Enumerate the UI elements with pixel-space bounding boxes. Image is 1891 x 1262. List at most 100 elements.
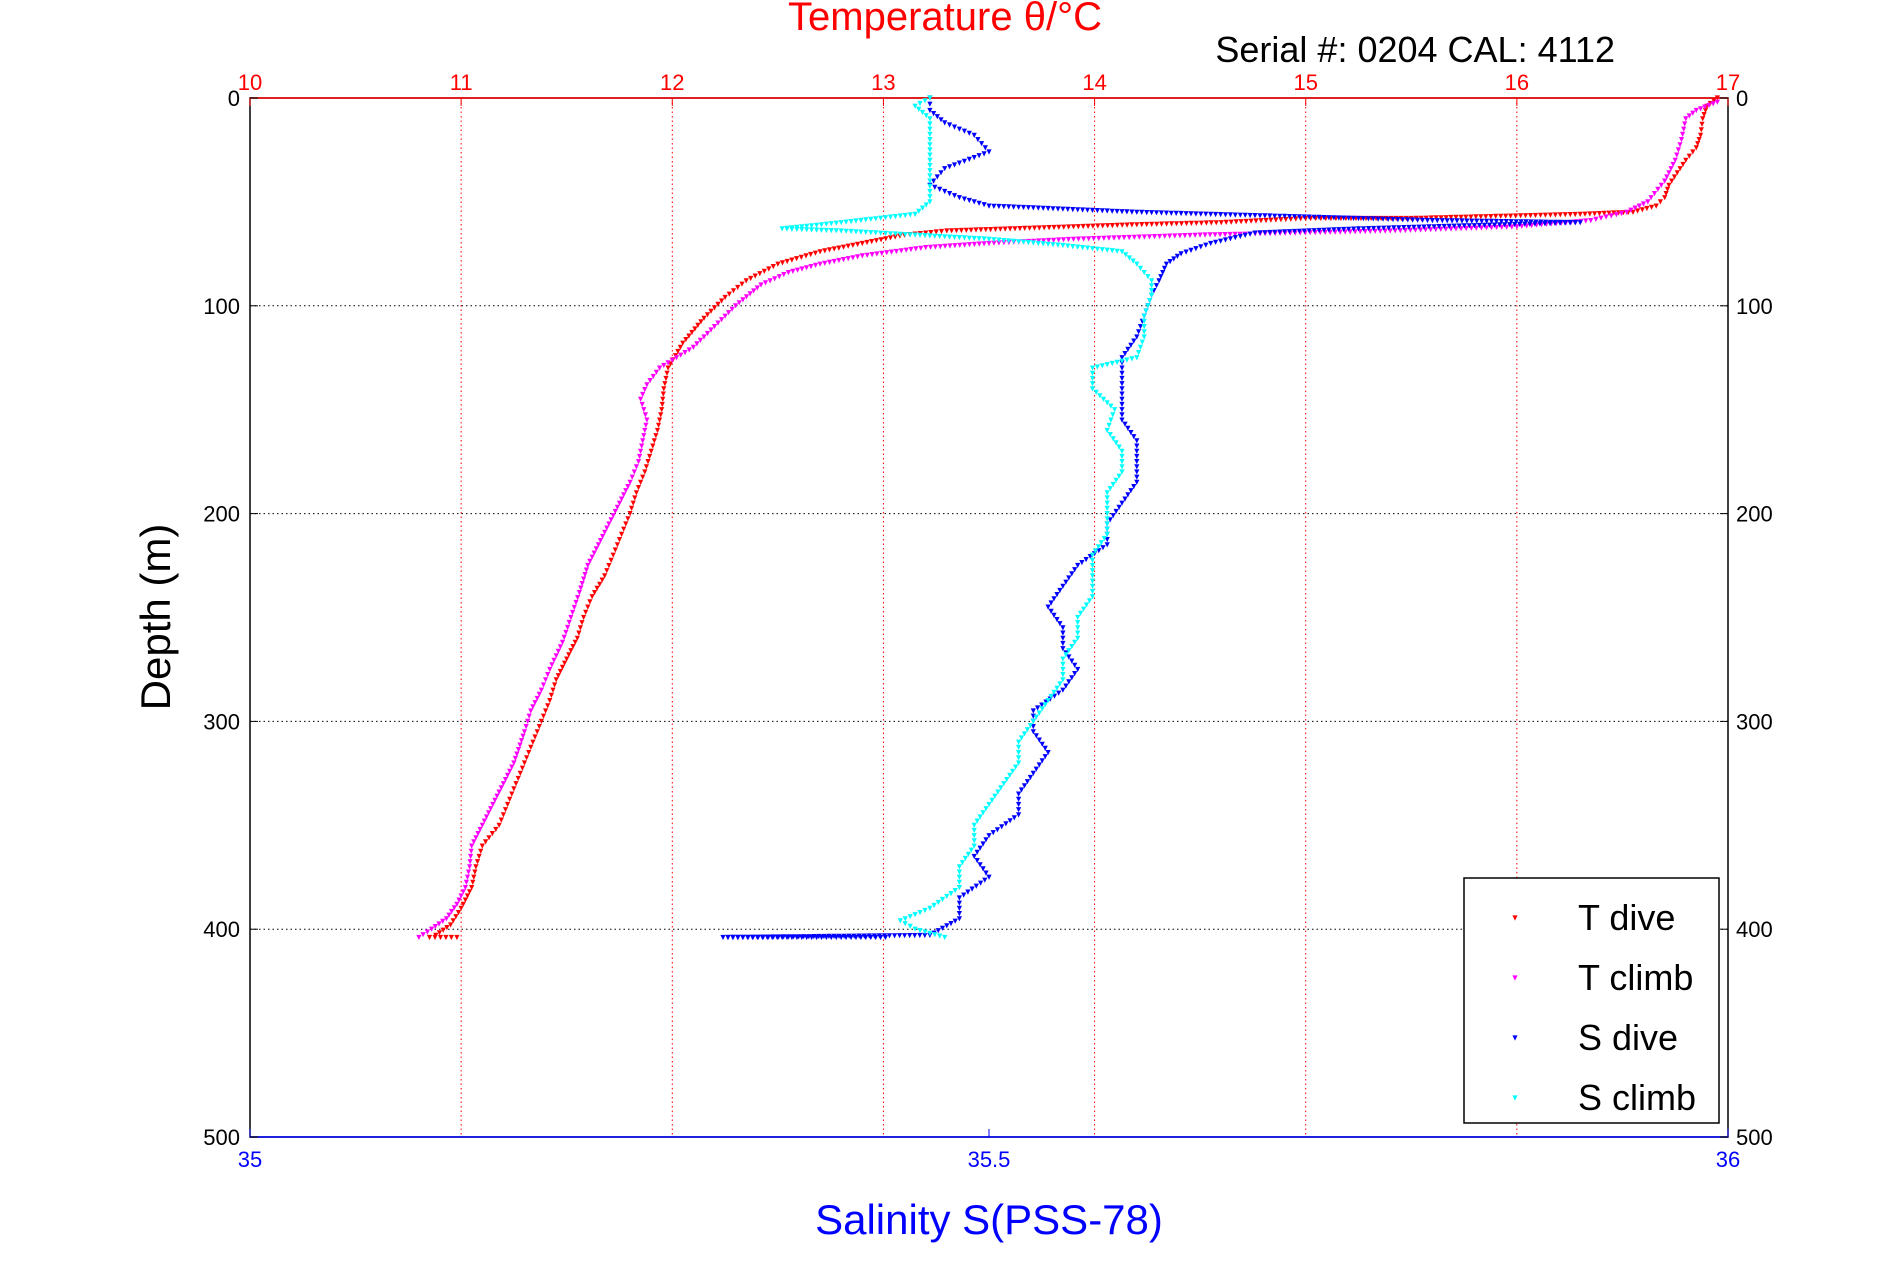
data-point	[462, 897, 468, 903]
data-point	[912, 103, 918, 109]
data-point	[1208, 211, 1214, 217]
data-point	[1198, 211, 1204, 217]
grid-layer	[250, 98, 1728, 1137]
data-point	[1233, 219, 1239, 225]
data-point	[1125, 346, 1131, 352]
data-point	[1547, 212, 1553, 218]
data-point	[838, 220, 844, 226]
data-point	[1025, 240, 1031, 246]
data-point	[947, 243, 953, 249]
data-point	[1098, 540, 1104, 546]
data-point	[966, 197, 972, 204]
data-point	[986, 236, 992, 242]
data-point	[957, 242, 963, 248]
data-point	[1084, 207, 1091, 213]
data-point	[517, 742, 523, 748]
data-point	[1119, 500, 1125, 506]
data-point	[850, 242, 856, 248]
data-point	[1483, 214, 1489, 220]
data-point	[934, 174, 940, 180]
data-point	[1021, 783, 1028, 789]
data-point	[740, 297, 746, 303]
data-point	[604, 525, 610, 531]
data-point	[1025, 205, 1031, 211]
data-point	[1119, 453, 1125, 460]
data-point	[1198, 220, 1204, 226]
data-point	[1491, 222, 1498, 228]
data-point	[1107, 517, 1113, 523]
data-point	[1101, 535, 1107, 542]
data-point	[1149, 221, 1155, 227]
data-point	[532, 734, 538, 740]
data-point	[1671, 174, 1678, 180]
data-point	[1007, 818, 1013, 824]
data-point	[454, 934, 460, 941]
data-point	[912, 232, 918, 238]
data-point	[974, 858, 980, 864]
data-point	[1011, 238, 1017, 244]
data-point	[637, 453, 643, 460]
data-point	[581, 614, 587, 621]
data-point	[570, 644, 576, 650]
data-point	[978, 880, 984, 886]
data-point	[879, 250, 885, 256]
data-point	[1045, 750, 1051, 756]
data-point	[1090, 223, 1096, 229]
data-point	[1471, 223, 1477, 229]
data-point	[568, 614, 574, 621]
data-point	[981, 236, 987, 242]
data-point	[1016, 791, 1022, 797]
data-point	[725, 934, 731, 941]
data-point	[740, 934, 746, 941]
data-point	[583, 609, 589, 615]
data-point	[789, 934, 795, 941]
data-point	[937, 186, 943, 192]
data-point	[1537, 212, 1544, 218]
data-point	[1355, 215, 1362, 222]
data-point	[1391, 225, 1397, 231]
data-point	[1690, 110, 1696, 116]
data-point	[1089, 381, 1096, 387]
data-point	[1193, 220, 1199, 226]
data-point	[462, 885, 468, 891]
data-point	[1478, 214, 1484, 220]
data-point	[446, 912, 452, 918]
legend-label: T climb	[1578, 957, 1693, 998]
data-point	[1085, 223, 1091, 229]
data-point	[1086, 236, 1092, 242]
data-point	[1079, 560, 1085, 566]
data-point	[1518, 213, 1524, 219]
data-point	[697, 337, 703, 343]
data-point	[639, 443, 645, 449]
data-point	[790, 268, 796, 274]
data-point	[934, 114, 940, 120]
data-point	[625, 484, 631, 490]
data-point	[1020, 204, 1027, 211]
data-point	[1272, 213, 1278, 219]
data-point	[1162, 233, 1168, 239]
data-point	[1458, 214, 1464, 220]
data-point	[1278, 217, 1284, 223]
data-point	[1086, 598, 1093, 604]
data-point	[579, 620, 585, 626]
data-point	[1092, 548, 1098, 554]
data-point	[1141, 324, 1147, 330]
data-point	[440, 918, 446, 924]
data-point	[1122, 421, 1128, 427]
data-point	[490, 801, 496, 808]
data-point	[828, 934, 834, 941]
data-point	[1366, 226, 1372, 232]
data-point	[1351, 226, 1357, 232]
data-point	[998, 785, 1004, 791]
data-point	[1070, 224, 1077, 230]
data-point	[1424, 217, 1431, 224]
data-point	[458, 893, 464, 899]
data-point	[971, 833, 977, 839]
data-point	[897, 933, 903, 939]
data-point	[923, 245, 929, 251]
data-point	[1051, 612, 1057, 618]
data-point	[853, 229, 859, 235]
data-point	[843, 228, 849, 234]
data-point	[1016, 812, 1022, 818]
data-point	[888, 249, 895, 255]
